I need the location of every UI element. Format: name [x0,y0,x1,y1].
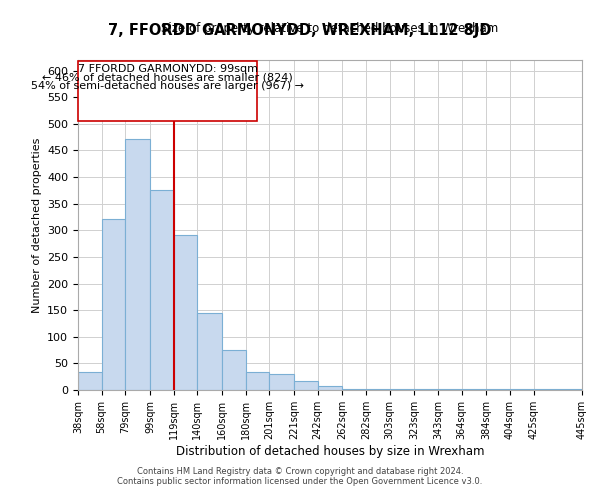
Text: 54% of semi-detached houses are larger (967) →: 54% of semi-detached houses are larger (… [31,82,304,92]
Bar [78,61,257,121]
Bar [125,140,150,390]
Bar [222,350,245,390]
Bar [197,314,222,390]
X-axis label: Distribution of detached houses by size in Wrexham: Distribution of detached houses by size … [176,444,484,458]
Text: 7, FFORDD GARMONYDD, WREXHAM, LL12 8JD: 7, FFORDD GARMONYDD, WREXHAM, LL12 8JD [108,22,492,38]
Bar [150,190,173,390]
Text: ← 46% of detached houses are smaller (824): ← 46% of detached houses are smaller (82… [43,73,293,83]
Text: Contains HM Land Registry data © Crown copyright and database right 2024.: Contains HM Land Registry data © Crown c… [137,467,463,476]
Bar [78,372,101,390]
Y-axis label: Number of detached properties: Number of detached properties [32,138,41,312]
Bar [533,389,582,390]
Bar [269,374,294,390]
Bar [173,235,197,390]
Text: Contains public sector information licensed under the Open Government Licence v3: Contains public sector information licen… [118,477,482,486]
Bar [343,389,366,390]
Bar [317,386,343,390]
Bar [294,381,317,390]
Bar [245,372,269,390]
Bar [101,218,125,390]
Text: 7 FFORDD GARMONYDD: 99sqm: 7 FFORDD GARMONYDD: 99sqm [78,64,258,74]
Title: Size of property relative to detached houses in Wrexham: Size of property relative to detached ho… [161,22,499,35]
